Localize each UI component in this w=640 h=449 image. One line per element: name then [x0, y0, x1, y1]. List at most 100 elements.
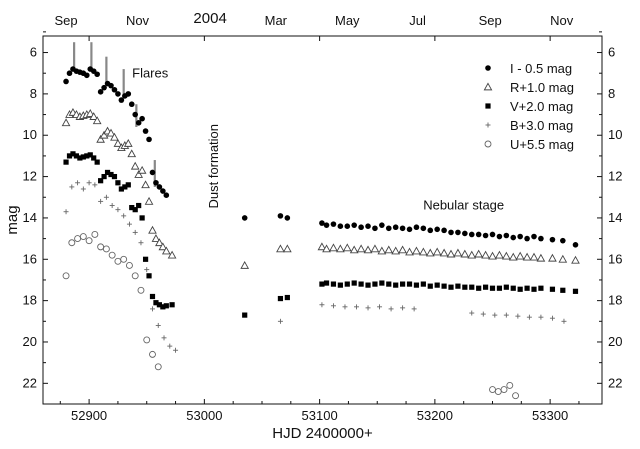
data-point — [548, 253, 557, 262]
data-point — [455, 283, 461, 289]
annotation: Flares — [132, 65, 169, 80]
data-point — [317, 242, 327, 251]
data-point — [118, 97, 125, 103]
plot-frame — [42, 35, 603, 405]
data-point — [412, 246, 421, 255]
data-point — [561, 318, 567, 324]
data-point — [135, 120, 142, 126]
data-point — [125, 262, 133, 269]
data-point — [92, 116, 102, 125]
data-point — [113, 138, 123, 147]
data-point — [441, 227, 447, 234]
data-point — [130, 161, 140, 170]
data-point — [492, 312, 498, 318]
data-point — [500, 386, 508, 393]
data-point — [329, 243, 338, 252]
data-point — [96, 134, 105, 143]
data-point — [411, 306, 417, 312]
data-point — [161, 246, 171, 255]
data-point — [322, 244, 331, 253]
data-point — [151, 234, 161, 242]
data-point — [385, 225, 392, 232]
data-point — [323, 280, 330, 286]
data-point — [489, 285, 496, 291]
data-point — [400, 281, 406, 287]
data-point — [365, 282, 371, 288]
data-point — [161, 335, 167, 341]
legend-label: U+5.5 mag — [510, 137, 574, 152]
y-tick-label-right: 8 — [608, 86, 615, 101]
data-point — [398, 245, 407, 254]
data-point — [97, 89, 104, 95]
data-point — [351, 222, 357, 228]
data-point — [370, 244, 380, 253]
annotation: Dust formation — [206, 124, 221, 209]
data-point — [467, 250, 477, 259]
data-point — [63, 209, 69, 215]
data-point — [156, 184, 163, 190]
legend-label: I - 0.5 mag — [510, 61, 572, 76]
data-point — [97, 243, 105, 251]
data-point — [92, 182, 98, 188]
data-point — [434, 226, 440, 233]
data-point — [114, 257, 122, 265]
data-point — [420, 225, 427, 232]
data-point — [517, 233, 523, 240]
data-point — [363, 245, 373, 254]
data-point — [91, 155, 97, 161]
data-point — [434, 282, 440, 288]
data-point — [94, 159, 100, 165]
y-tick-label-left: 20 — [23, 334, 37, 349]
data-point — [63, 78, 69, 85]
data-point — [115, 91, 121, 97]
data-point — [468, 231, 475, 238]
data-point — [379, 222, 385, 228]
data-point — [121, 213, 127, 219]
data-point — [393, 282, 399, 288]
data-point — [510, 285, 516, 291]
data-point — [427, 227, 434, 234]
data-point — [123, 138, 133, 147]
data-point — [101, 173, 107, 180]
data-point — [510, 234, 517, 241]
y-tick-label-left: 22 — [23, 375, 37, 390]
data-point — [284, 215, 291, 221]
data-point — [163, 192, 170, 198]
x-tick-label: 53100 — [302, 408, 338, 423]
y-tick-label-left: 8 — [30, 86, 37, 101]
data-point — [148, 225, 157, 234]
data-point — [115, 180, 121, 186]
data-point — [351, 280, 357, 286]
data-point — [330, 221, 337, 227]
data-point — [70, 151, 76, 157]
data-point — [365, 223, 371, 230]
data-point — [439, 248, 449, 257]
data-point — [549, 236, 556, 243]
data-point — [399, 225, 406, 232]
data-point — [427, 283, 433, 289]
data-point — [538, 314, 544, 320]
data-point — [413, 224, 420, 231]
data-point — [69, 184, 75, 190]
data-point — [75, 180, 81, 186]
data-point — [125, 91, 132, 97]
data-point — [379, 280, 385, 286]
data-point — [462, 284, 468, 290]
data-point — [469, 310, 475, 316]
year-label: 2004 — [193, 10, 226, 27]
data-point — [277, 213, 284, 219]
data-point — [149, 169, 156, 176]
data-point — [488, 251, 497, 260]
data-point — [448, 229, 454, 236]
data-point — [169, 302, 175, 308]
data-point — [108, 171, 114, 178]
data-point — [405, 247, 414, 256]
data-point — [503, 232, 510, 239]
data-point — [242, 312, 248, 318]
data-point — [462, 230, 468, 237]
data-point — [108, 82, 114, 89]
data-point — [115, 207, 121, 213]
data-point — [391, 246, 401, 255]
data-point — [418, 247, 428, 256]
